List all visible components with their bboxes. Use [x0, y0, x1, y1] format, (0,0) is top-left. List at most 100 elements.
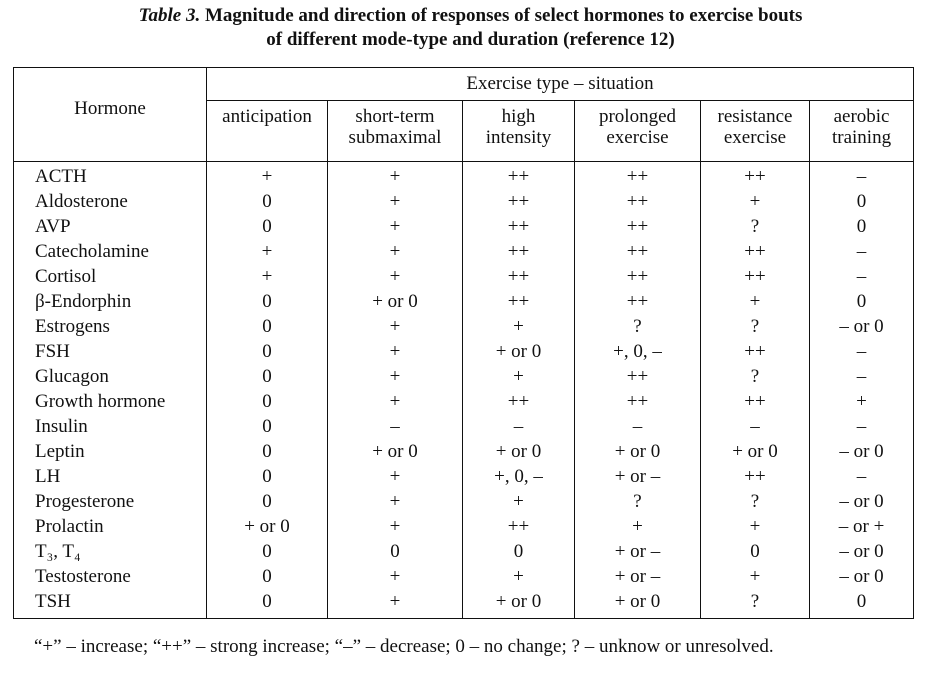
column-header-line: intensity	[485, 127, 552, 148]
response-cell: +	[327, 314, 463, 339]
response-cell: ?	[700, 314, 810, 339]
response-cell: ++	[574, 161, 701, 189]
table-row: Estrogens 0 + +?? – or 0	[13, 314, 915, 339]
hormone-name: ACTH	[13, 161, 207, 189]
table-row: β-Endorphin 0 + or 0 ++ ++ +0	[13, 289, 915, 314]
response-cell: ++	[574, 289, 701, 314]
hormone-name: T₃, T₄	[13, 539, 207, 564]
response-cell: ++	[700, 464, 810, 489]
response-cell: 0	[206, 214, 328, 239]
hormone-name: Aldosterone	[13, 189, 207, 214]
hormone-name: AVP	[13, 214, 207, 239]
response-cell: ?	[574, 489, 701, 514]
response-cell: 0	[206, 439, 328, 464]
hormone-name: FSH	[13, 339, 207, 364]
hormone-name: LH	[13, 464, 207, 489]
hormone-name: Estrogens	[13, 314, 207, 339]
response-cell: –	[808, 414, 915, 439]
column-header-line: submaximal	[348, 127, 442, 148]
response-cell: ?	[574, 314, 701, 339]
table-row: Glucagon 0 + + ++? –	[13, 364, 915, 389]
response-cell: –	[574, 414, 701, 439]
response-cell: +	[327, 339, 463, 364]
response-cell: –	[808, 161, 915, 189]
hormone-name: Insulin	[13, 414, 207, 439]
column-header-1: short-term submaximal	[327, 100, 463, 162]
response-cell: ++	[462, 264, 575, 289]
response-cell: ++	[574, 364, 701, 389]
hormone-name: Prolactin	[13, 514, 207, 539]
response-cell: –	[700, 414, 810, 439]
response-cell: –	[808, 464, 915, 489]
hormone-response-table: Hormone Exercise type – situation antici…	[13, 67, 915, 619]
response-cell: ++	[574, 264, 701, 289]
column-header-line: prolonged	[598, 106, 677, 127]
table-row: AVP 0 + ++ ++? 0	[13, 214, 915, 239]
response-cell: ?	[700, 364, 810, 389]
response-cell: ?	[700, 489, 810, 514]
response-cell: 0	[808, 214, 915, 239]
response-cell: +	[327, 514, 463, 539]
response-cell: ++	[700, 389, 810, 414]
response-cell: 0	[700, 539, 810, 564]
response-cell: –	[808, 364, 915, 389]
response-cell: ++	[462, 161, 575, 189]
table-row: ACTH + + ++ ++ ++ –	[13, 161, 915, 189]
response-cell: +	[700, 564, 810, 589]
exercise-type-group-header: Exercise type – situation	[205, 67, 915, 101]
response-cell: ++	[700, 264, 810, 289]
response-cell: +	[327, 239, 463, 264]
table-caption: Table 3. Magnitude and direction of resp…	[0, 4, 941, 52]
response-cell: +	[327, 464, 463, 489]
response-cell: +	[574, 514, 701, 539]
table-row: Insulin 0– – – – –	[13, 414, 915, 439]
hormone-column-header: Hormone	[13, 67, 207, 162]
table-row: Cortisol + + ++ ++ ++ –	[13, 264, 915, 289]
response-cell: +, 0, –	[462, 464, 575, 489]
response-cell: +, 0, –	[574, 339, 701, 364]
response-cell: ++	[462, 514, 575, 539]
response-cell: ++	[700, 161, 810, 189]
response-cell: –	[808, 239, 915, 264]
response-cell: +	[327, 489, 463, 514]
response-cell: 0	[206, 589, 328, 619]
column-header-line: anticipation	[222, 106, 312, 127]
response-cell: ++	[462, 239, 575, 264]
response-cell: 0	[808, 189, 915, 214]
response-cell: 0	[206, 189, 328, 214]
response-cell: + or 0	[327, 439, 463, 464]
response-cell: +	[808, 389, 915, 414]
response-cell: 0	[206, 364, 328, 389]
response-cell: – or 0	[808, 439, 915, 464]
response-cell: –	[327, 414, 463, 439]
hormone-name: Testosterone	[13, 564, 207, 589]
response-cell: + or 0	[574, 589, 701, 619]
response-cell: +	[700, 514, 810, 539]
hormone-name: Leptin	[13, 439, 207, 464]
response-cell: 0	[206, 314, 328, 339]
hormone-name: β-Endorphin	[13, 289, 207, 314]
response-cell: 0	[808, 589, 915, 619]
response-cell: + or –	[574, 564, 701, 589]
response-cell: +	[327, 564, 463, 589]
response-cell: +	[327, 214, 463, 239]
table-row: FSH 0 + + or 0 +, 0, – ++ –	[13, 339, 915, 364]
hormone-name: Glucagon	[13, 364, 207, 389]
hormone-name: Progesterone	[13, 489, 207, 514]
caption-line-2: of different mode-type and duration (ref…	[266, 29, 675, 50]
table-row: Growth hormone 0 + ++ ++ ++ +	[13, 389, 915, 414]
column-header-row: anticipation short-term submaximal high inte…	[14, 100, 915, 162]
column-header-0: anticipation	[206, 100, 328, 162]
response-cell: + or 0	[462, 589, 575, 619]
response-cell: 0	[327, 539, 463, 564]
table-row: Testosterone 0 + + + or – + – or 0	[13, 564, 915, 589]
response-cell: +	[700, 189, 810, 214]
table-row: Catecholamine + + ++ ++ ++ –	[13, 239, 915, 264]
column-header-2: high intensity	[462, 100, 575, 162]
table-row: LH 0 + +, 0, – + or – ++ –	[13, 464, 915, 489]
response-cell: + or 0	[462, 339, 575, 364]
response-cell: +	[206, 264, 328, 289]
response-cell: 0	[206, 489, 328, 514]
response-cell: +	[462, 564, 575, 589]
response-cell: + or 0	[462, 439, 575, 464]
